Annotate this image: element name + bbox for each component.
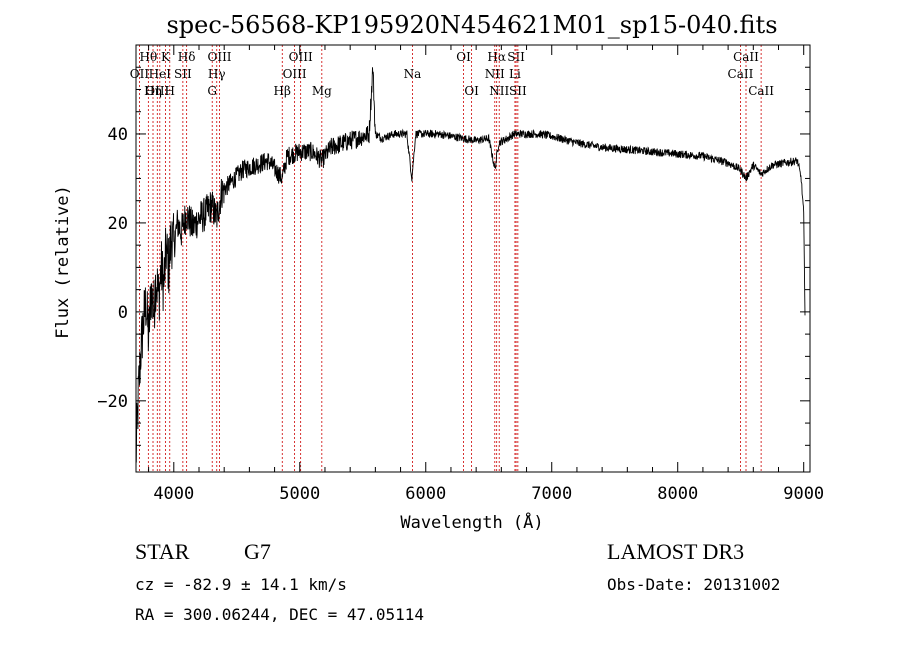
- spectral-line-label: Hδ: [178, 50, 196, 64]
- spectral-lines-layer: Hθ OII OIII K HeI Hη SII H Hδ OIII Hγ G OIII OIII Hβ Mg…: [130, 45, 774, 472]
- spectral-line-label: Li: [509, 67, 521, 81]
- spectral-line-label: G: [207, 84, 217, 98]
- x-axis-label: Wavelength (Å): [400, 511, 543, 533]
- spectral-line-label: Hγ: [208, 67, 226, 81]
- spectral-line-label: OIII: [207, 50, 231, 64]
- spectral-line-label: Hα: [487, 50, 506, 64]
- spectral-line-label: Na: [404, 67, 422, 81]
- chart-title: spec-56568-KP195920N454621M01_sp15-040.f…: [166, 11, 777, 39]
- spectral-line-label: H: [165, 84, 175, 98]
- spectral-line-label: K: [161, 50, 171, 64]
- coordinates: RA = 300.06244, DEC = 47.05114: [135, 605, 424, 624]
- x-tick-label: 4000: [153, 484, 194, 504]
- spectral-line-label: NII: [489, 84, 509, 98]
- y-tick-label: 20: [108, 214, 128, 234]
- spectral-line-label: OIII: [289, 50, 313, 64]
- spectral-line-label: OI: [464, 84, 479, 98]
- redshift-velocity: cz = -82.9 ± 14.1 km/s: [135, 575, 347, 594]
- spectral-line-label: OII: [130, 67, 150, 81]
- spectral-line-label: Hθ: [139, 50, 157, 64]
- spectral-line-label: Hη: [144, 84, 162, 98]
- spectral-line-label: HeI: [149, 67, 172, 81]
- survey-name: LAMOST DR3: [607, 539, 745, 564]
- spectral-line-label: SII: [174, 67, 192, 81]
- flux-series-line: [135, 67, 806, 463]
- spectral-line-label: Mg: [312, 84, 332, 98]
- spectral-line-label: NII: [485, 67, 505, 81]
- spectral-line-label: SII: [507, 50, 525, 64]
- series-layer: [135, 67, 806, 463]
- y-axis-label: Flux (relative): [53, 185, 73, 339]
- spectral-line-label: OIII: [145, 84, 169, 98]
- x-tick-label: 7000: [531, 484, 572, 504]
- object-subclass: G7: [244, 539, 271, 564]
- spectral-line-label: OIII: [283, 67, 307, 81]
- plot-frame: [135, 44, 811, 473]
- observation-date: Obs-Date: 20131002: [607, 575, 781, 594]
- x-tick-label: 8000: [657, 484, 698, 504]
- spectral-line-label: CaII: [728, 67, 754, 81]
- axes-layer: 4000 5000 6000 7000 8000 9000 −20 0 20 40: [97, 45, 824, 504]
- object-type: STAR: [135, 539, 190, 564]
- y-tick-label: −20: [97, 392, 128, 412]
- spectral-line-label: CaII: [748, 84, 774, 98]
- y-tick-label: 40: [108, 125, 128, 145]
- x-tick-label: 6000: [405, 484, 446, 504]
- x-tick-label: 5000: [279, 484, 320, 504]
- spectral-line-label: SII: [509, 84, 527, 98]
- spectral-line-label: CaII: [733, 50, 759, 64]
- spectral-line-label: Hβ: [274, 84, 291, 98]
- spectral-line-label: OI: [456, 50, 471, 64]
- x-tick-label: 9000: [783, 484, 824, 504]
- y-tick-label: 0: [118, 303, 128, 323]
